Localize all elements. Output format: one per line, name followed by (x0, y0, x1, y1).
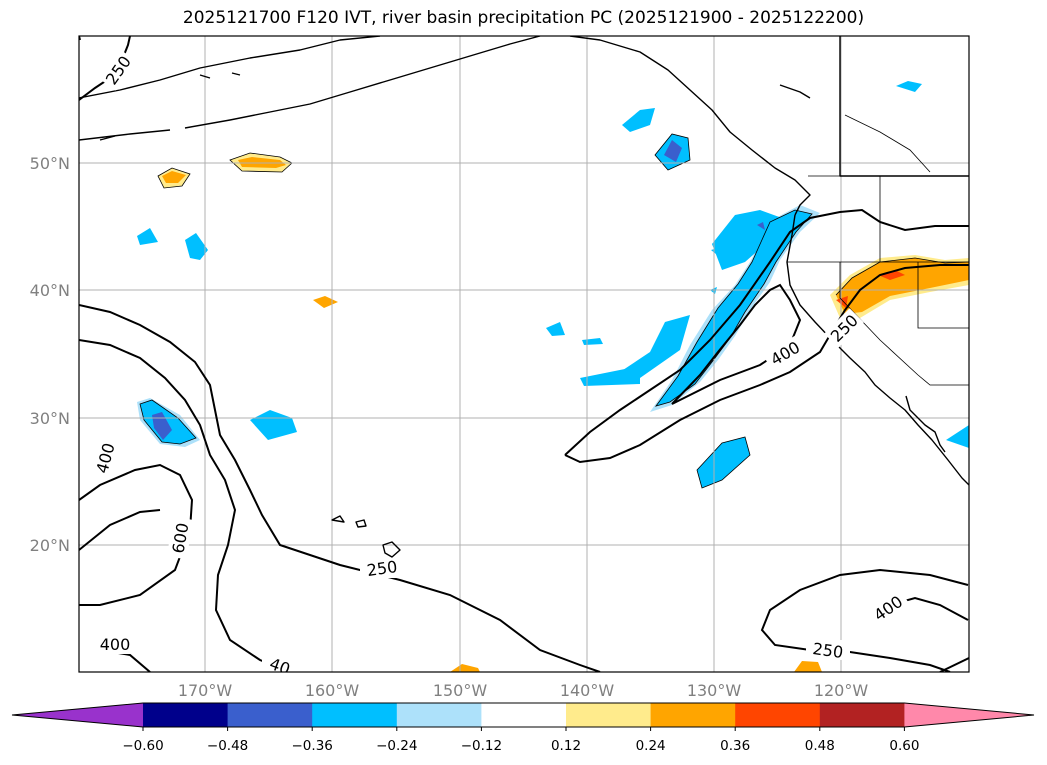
longitude-labels: 170°W 160°W 150°W 140°W 130°W 120°W (178, 681, 869, 700)
colorbar-segment (735, 703, 821, 727)
colorbar-segment (396, 703, 482, 727)
colorbar-segment (566, 703, 652, 727)
colorbar-tick-label: −0.48 (207, 738, 248, 754)
colorbar-tick-label: −0.24 (376, 738, 417, 754)
lat-label-40n: 40°N (30, 281, 70, 300)
colorbar-tick-label: 0.12 (551, 738, 581, 754)
lat-label-30n: 30°N (30, 409, 70, 428)
contour-label-400-west: 400 (92, 441, 118, 475)
colorbar-segment (227, 703, 313, 727)
coastlines (79, 36, 969, 558)
colorbar-segment (481, 703, 567, 727)
colorbar-extend-max (904, 703, 1034, 727)
ivt-contours (79, 36, 969, 672)
lat-label-50n: 50°N (30, 154, 70, 173)
colorbar-segment (650, 703, 736, 727)
lon-label-170w: 170°W (178, 681, 233, 700)
precip-fill-layer (137, 81, 969, 672)
contour-label-250-central: 250 (366, 557, 399, 580)
graticule (79, 36, 969, 672)
colorbar: −0.60 −0.48 −0.36 −0.24 −0.12 0.12 0.24 0.36 0.4… (11, 702, 1035, 754)
map-title: 2025121700 F120 IVT, river basin precipi… (182, 8, 865, 28)
lon-label-140w: 140°W (560, 681, 615, 700)
colorbar-segment (312, 703, 398, 727)
lon-label-120w: 120°W (814, 681, 869, 700)
contour-label-600: 600 (168, 521, 192, 554)
lon-label-160w: 160°W (305, 681, 360, 700)
colorbar-extend-min (12, 703, 143, 727)
colorbar-tick-label: −0.36 (292, 738, 333, 754)
colorbar-tick-label: 0.24 (636, 738, 666, 754)
colorbar-segment (143, 703, 229, 727)
contour-label-40-bottom: 40 (267, 654, 293, 679)
map-frame (78, 35, 970, 673)
contour-labels: 250 250 250 250 400 400 400 400 40 600 (91, 49, 911, 679)
lon-label-130w: 130°W (687, 681, 742, 700)
latitude-labels: 50°N 40°N 30°N 20°N (30, 154, 70, 555)
colorbar-tick-label: 0.48 (805, 738, 835, 754)
colorbar-segment (819, 703, 905, 727)
contour-label-250-south: 250 (811, 639, 844, 662)
lon-label-150w: 150°W (433, 681, 488, 700)
colorbar-tick-label: 0.36 (720, 738, 750, 754)
colorbar-tick-label: −0.60 (122, 738, 163, 754)
lat-label-20n: 20°N (30, 536, 70, 555)
contour-label-400-sw: 400 (100, 635, 131, 654)
colorbar-tick-label: 0.60 (889, 738, 919, 754)
colorbar-tick-label: −0.12 (461, 738, 502, 754)
